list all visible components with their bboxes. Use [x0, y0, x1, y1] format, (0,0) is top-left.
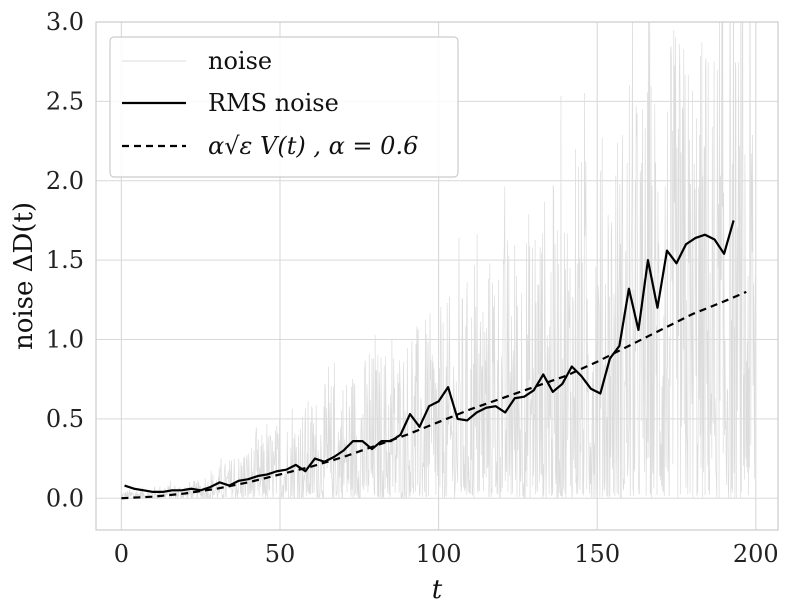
tick-labels: 0 50 100 150 200 0.0 0.5 1.0 1.5 2.0 2.5 3.0	[46, 8, 779, 568]
rms-noise-line	[124, 220, 735, 493]
y-tick-label: 1.5	[46, 246, 84, 274]
line-series-layer	[121, 220, 747, 500]
x-axis-title: t	[432, 575, 443, 605]
y-tick-label: 1.0	[46, 326, 84, 354]
x-tick-label: 200	[733, 540, 779, 568]
noise-series	[121, 22, 757, 500]
y-tick-label: 0.0	[46, 484, 84, 512]
legend-label-noise: noise	[208, 47, 272, 75]
x-tick-label: 0	[114, 540, 129, 568]
legend-label-model-curve: α√ε V(t) , α = 0.6	[208, 132, 418, 160]
legend-frame	[109, 36, 459, 178]
plot-frame	[95, 21, 779, 531]
x-tick-label: 100	[416, 540, 462, 568]
legend: noise RMS noise α√ε V(t) , α = 0.6	[109, 36, 459, 178]
y-tick-label: 0.5	[46, 405, 84, 433]
x-tick-label: 50	[265, 540, 296, 568]
y-tick-label: 3.0	[46, 8, 84, 36]
y-axis-title: noise ΔD(t)	[9, 202, 39, 350]
legend-label-rms-noise: RMS noise	[208, 89, 339, 117]
model-curve-line	[121, 290, 747, 500]
x-tick-label: 150	[574, 540, 620, 568]
noise-trace	[121, 22, 757, 500]
y-tick-label: 2.0	[46, 167, 84, 195]
y-tick-label: 2.5	[46, 87, 84, 115]
